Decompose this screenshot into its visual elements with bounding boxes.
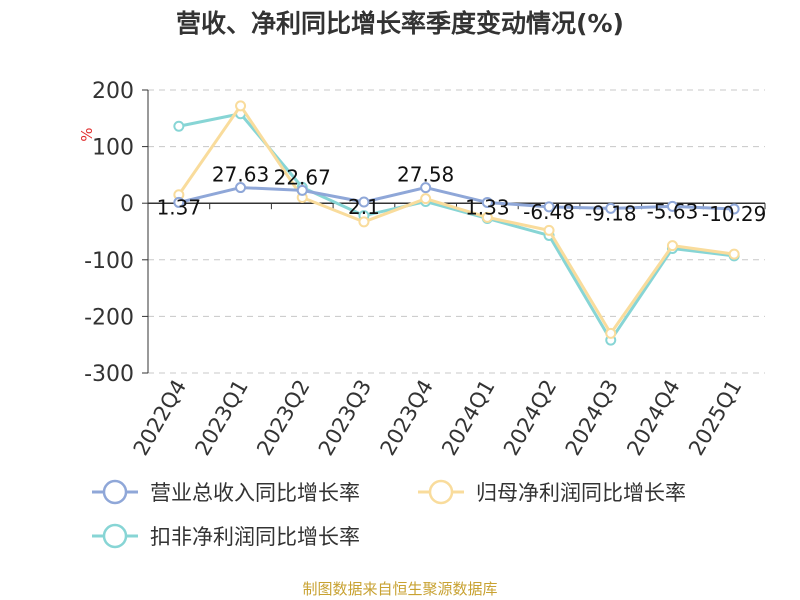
data-label: 2.1 [348, 195, 380, 219]
x-category-label: 2023Q4 [376, 376, 438, 460]
legend-label: 扣非净利润同比增长率 [150, 525, 360, 549]
data-label: -6.48 [523, 200, 575, 224]
x-category-label: 2022Q4 [129, 376, 191, 460]
data-point [420, 193, 432, 205]
y-tick-label: 0 [120, 192, 134, 217]
data-point [728, 248, 740, 260]
series-line [177, 104, 735, 335]
data-point [728, 203, 740, 215]
y-tick-label: -100 [84, 249, 134, 274]
data-point [666, 240, 678, 252]
data-point [481, 196, 493, 208]
data-point [420, 182, 432, 194]
x-category-label: 2023Q3 [314, 376, 376, 460]
data-point [605, 202, 617, 214]
legend-marker [102, 479, 128, 505]
data-point [666, 200, 678, 212]
data-point [543, 224, 555, 236]
data-point [173, 196, 185, 208]
data-label: 27.63 [212, 163, 269, 187]
x-category-label: 2024Q4 [622, 376, 684, 460]
y-tick-label: 200 [92, 79, 134, 104]
legend-marker [428, 479, 454, 505]
legend-label: 营业总收入同比增长率 [150, 481, 360, 505]
series-line [178, 112, 735, 342]
data-label: -5.63 [647, 199, 699, 223]
data-label: 1.37 [157, 195, 202, 219]
data-label: -10.29 [702, 202, 766, 226]
data-point [358, 196, 370, 208]
data-point [235, 182, 247, 194]
x-category-label: 2024Q1 [437, 375, 499, 459]
legend-label: 归母净利润同比增长率 [476, 481, 686, 505]
x-category-label: 2025Q1 [684, 376, 746, 460]
data-point [543, 201, 555, 213]
data-point [358, 216, 370, 228]
data-point [605, 327, 617, 339]
data-point [173, 120, 185, 132]
series-line [178, 186, 735, 211]
data-label: -9.18 [585, 201, 637, 225]
x-category-label: 2023Q2 [252, 376, 314, 460]
y-tick-label: -200 [84, 305, 134, 330]
x-category-label: 2023Q1 [190, 376, 252, 460]
y-unit-label: % [78, 127, 96, 141]
x-category-label: 2024Q2 [499, 376, 561, 460]
legend-marker [102, 523, 128, 549]
source-note: 制图数据来自恒生聚源数据库 [302, 580, 498, 598]
chart-title: 营收、净利同比增长率季度变动情况(%) [176, 9, 624, 38]
data-point [235, 100, 247, 112]
data-label: 22.67 [274, 165, 331, 189]
y-tick-label: 100 [92, 136, 134, 161]
data-label: 27.58 [397, 163, 454, 187]
y-tick-label: -300 [84, 362, 134, 387]
data-point [481, 211, 493, 223]
data-label: 1.33 [465, 195, 510, 219]
x-category-label: 2024Q3 [561, 376, 623, 460]
data-point [296, 184, 308, 196]
